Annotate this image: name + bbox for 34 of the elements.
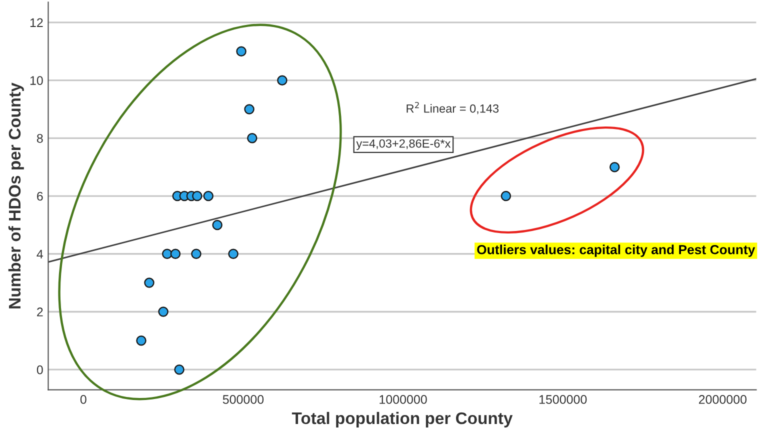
y-axis-title: Number of HDOs per County <box>8 82 24 308</box>
y-tick-label: 8 <box>36 134 43 143</box>
point <box>174 364 184 375</box>
point <box>247 133 258 144</box>
annotation: y=4,03+2,86E-6*x <box>356 139 451 150</box>
point <box>144 278 154 288</box>
y-tick-label: 12 <box>30 18 43 27</box>
point <box>244 104 254 114</box>
y-tick-label: 10 <box>30 76 43 85</box>
y-tick-label: 2 <box>37 308 43 316</box>
x-tick-label: 1500000 <box>539 395 587 404</box>
point <box>212 220 222 230</box>
point <box>609 162 620 172</box>
x-tick-label: 0 <box>80 395 86 404</box>
point <box>192 190 202 202</box>
point <box>158 306 168 317</box>
annotation: R$^{2}$ Linear = 0,143 <box>406 102 499 114</box>
point <box>500 190 512 202</box>
x-tick-label: 500000 <box>222 395 264 404</box>
point <box>228 248 238 260</box>
x-tick-label: 1000000 <box>380 395 427 404</box>
y-tick-label: 6 <box>37 192 43 201</box>
y-tick-label: 0 <box>36 365 43 374</box>
point <box>170 248 181 260</box>
x-tick-label: 2000000 <box>698 395 746 404</box>
point <box>203 190 214 202</box>
point <box>277 75 288 86</box>
point <box>136 336 146 346</box>
point <box>162 248 172 260</box>
annotation: Outliers values: capital city and Pest County <box>477 244 756 257</box>
point <box>191 248 202 260</box>
point <box>236 46 246 57</box>
x-axis-title: Total population per County <box>292 412 513 428</box>
y-tick-label: 4 <box>36 250 44 258</box>
